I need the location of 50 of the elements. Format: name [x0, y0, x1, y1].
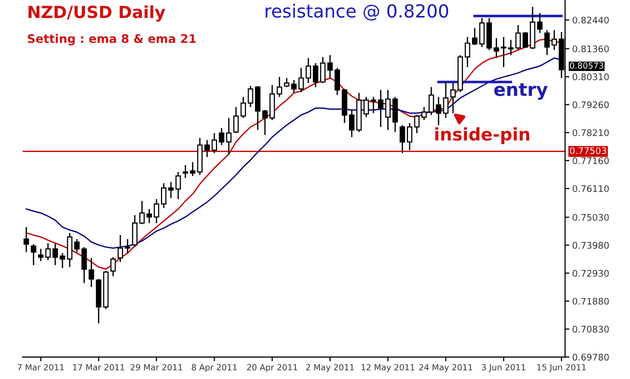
- candlestick: [38, 248, 44, 262]
- x-tick-label: 8 Apr 2011: [192, 364, 237, 372]
- annotation: resistance @ 0.8200: [266, 4, 448, 21]
- x-tick-label: 7 Mar 2011: [18, 364, 64, 370]
- candlestick: [349, 109, 354, 138]
- x-tick-label: 24 May 2011: [419, 364, 472, 372]
- x-tick-label: 15 Jun 2011: [537, 364, 586, 372]
- candlestick: [45, 242, 51, 261]
- candlestick: [110, 256, 116, 277]
- candlestick: [146, 208, 152, 224]
- chart-title: NZD/USD Daily: [28, 5, 166, 22]
- y-tick-label: 0.82440: [572, 16, 609, 24]
- ref-line-label: 0.77503: [570, 147, 606, 154]
- text: 0.80573: [570, 62, 604, 69]
- candlestick: [182, 164, 188, 179]
- y-tick-label: 0.69780: [572, 354, 609, 361]
- candlestick: [88, 257, 94, 288]
- candlestick: [154, 198, 160, 224]
- candlestick: [392, 96, 398, 133]
- candlestick: [124, 238, 130, 254]
- candlestick: [139, 200, 145, 225]
- candlestick: [400, 124, 406, 154]
- y-tick-label: 0.71880: [572, 298, 609, 305]
- candlestick: [81, 246, 87, 284]
- y-tick-label: 0.72930: [572, 270, 609, 277]
- candlestick: [30, 244, 36, 266]
- y-tick-label: 0.75030: [572, 214, 609, 221]
- candlestick: [132, 214, 138, 248]
- x-tick-label: 20 Apr 2011: [247, 364, 298, 372]
- annotation: inside-pin: [435, 127, 530, 144]
- candlestick: [118, 234, 124, 263]
- y-tick-label: 0.70830: [572, 326, 609, 333]
- candlestick: [450, 82, 456, 114]
- candlestick: [24, 226, 30, 253]
- x-tick-label: 17 Mar 2011: [73, 364, 124, 370]
- y-tick-label: 0.77160: [572, 157, 609, 164]
- candlestick: [175, 171, 181, 200]
- y-tick-label: 0.81360: [572, 45, 609, 52]
- y-tick-label: 0.79260: [572, 101, 609, 108]
- y-tick-label: 0.76110: [572, 185, 609, 192]
- y-tick-label: 0.78210: [572, 129, 609, 136]
- x-tick-label: 3 Jun 2011: [482, 364, 526, 372]
- x-tick-label: 12 May 2011: [362, 364, 414, 372]
- x-tick-label: 29 Mar 2011: [130, 364, 182, 370]
- x-tick-label: 2 May 2011: [306, 364, 354, 372]
- annotation: entry: [494, 83, 548, 100]
- candlestick: [248, 85, 254, 108]
- y-tick-label: 0.80310: [572, 73, 609, 80]
- text: Setting : ema 8 & ema 21: [28, 34, 196, 46]
- y-tick-label: 0.73980: [572, 242, 609, 249]
